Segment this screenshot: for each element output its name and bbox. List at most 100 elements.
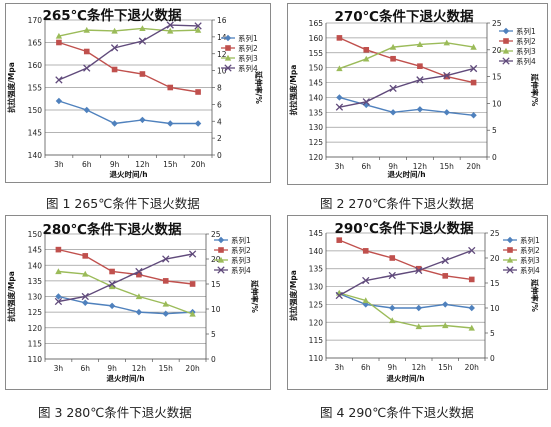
data-point xyxy=(194,26,202,33)
marker-stroke xyxy=(135,267,143,276)
y-right-axis-label: 延伸率/% xyxy=(530,278,540,312)
x-tick-label: 6h xyxy=(82,160,92,169)
data-point xyxy=(55,97,63,105)
data-point xyxy=(442,301,449,308)
data-point xyxy=(415,304,422,312)
figure-caption-4: 图 4 290℃条件下退火数据 xyxy=(320,405,474,420)
marker-stroke xyxy=(224,64,232,72)
chart-svg: 11011512012513013514014515005101520253h6… xyxy=(6,221,260,383)
y-left-tick-label: 125 xyxy=(309,138,324,147)
data-point xyxy=(416,41,424,48)
y-right-tick-label: 10 xyxy=(211,305,221,314)
y-left-tick-label: 145 xyxy=(28,129,43,138)
y-left-tick-label: 165 xyxy=(309,19,324,28)
marker-stroke xyxy=(54,297,63,306)
series-line xyxy=(58,100,199,125)
data-point xyxy=(470,112,477,119)
data-point xyxy=(362,98,370,106)
legend-label: 系列4 xyxy=(238,63,258,73)
legend-marker xyxy=(225,45,231,51)
x-axis-label: 退火时间/h xyxy=(106,373,144,383)
y-right-tick-label: 20 xyxy=(490,254,500,263)
y-left-tick-label: 165 xyxy=(28,39,43,48)
legend-marker xyxy=(217,256,225,263)
x-axis-label: 退火时间/h xyxy=(386,373,424,383)
series-line xyxy=(338,249,472,297)
data-point xyxy=(362,248,369,254)
x-tick-label: 15h xyxy=(163,160,178,169)
x-tick-label: 20h xyxy=(191,160,206,169)
y-left-axis-label: 抗拉强度/Mpa xyxy=(288,270,298,321)
data-point xyxy=(111,66,118,73)
data-point xyxy=(468,246,476,255)
figure-caption-3: 图 3 280℃条件下退火数据 xyxy=(38,405,192,420)
y-left-tick-label: 160 xyxy=(28,61,43,70)
data-point xyxy=(336,65,343,72)
data-point xyxy=(388,271,396,280)
x-tick-label: 6h xyxy=(80,364,90,373)
data-point xyxy=(470,43,477,50)
series-line xyxy=(58,270,193,315)
y-left-tick-label: 145 xyxy=(28,246,43,255)
y-right-tick-label: 25 xyxy=(211,230,221,239)
y-right-tick-label: 5 xyxy=(492,126,497,135)
legend-label: 系列1 xyxy=(231,235,251,245)
marker-stroke xyxy=(108,280,116,288)
data-point xyxy=(138,37,147,45)
series-line xyxy=(339,67,474,108)
data-point xyxy=(362,297,369,304)
series-line xyxy=(339,42,474,70)
series-line xyxy=(339,292,472,329)
y-right-tick-label: 25 xyxy=(490,229,500,238)
data-point xyxy=(443,39,450,46)
y-left-tick-label: 135 xyxy=(309,108,324,117)
data-point xyxy=(162,310,169,317)
y-left-tick-label: 140 xyxy=(309,247,324,256)
y-right-tick-label: 8 xyxy=(217,84,222,93)
data-point xyxy=(194,22,202,30)
y-left-tick-label: 110 xyxy=(309,354,324,363)
y-right-axis-label: 延伸率/% xyxy=(530,73,540,107)
marker-stroke xyxy=(166,21,174,29)
data-point xyxy=(55,32,63,39)
marker-stroke xyxy=(389,84,397,93)
y-right-tick-label: 5 xyxy=(490,329,495,338)
data-point xyxy=(136,271,142,278)
data-point xyxy=(81,292,89,301)
data-point xyxy=(416,106,424,113)
data-point xyxy=(111,27,118,34)
data-point xyxy=(55,76,63,84)
data-point xyxy=(336,237,343,243)
legend-label: 系列4 xyxy=(520,265,540,275)
data-point xyxy=(362,276,370,285)
y-right-tick-label: 16 xyxy=(217,16,227,25)
marker-stroke xyxy=(81,292,89,301)
data-point xyxy=(82,299,89,306)
data-point xyxy=(54,297,63,306)
chart-frame: 120 125 130 135 140 145 150 155 160 165 0 5 10 15 20 25… xyxy=(287,3,548,185)
legend-marker xyxy=(224,54,232,61)
y-right-tick-label: 0 xyxy=(492,153,497,162)
y-left-tick-label: 130 xyxy=(28,293,43,302)
data-point xyxy=(443,71,451,80)
legend-marker xyxy=(507,247,513,253)
y-right-tick-label: 2 xyxy=(217,134,222,143)
marker-stroke xyxy=(415,266,423,275)
y-left-tick-label: 135 xyxy=(309,265,324,274)
data-point xyxy=(162,300,169,307)
marker-stroke xyxy=(335,291,343,300)
data-point xyxy=(390,55,396,62)
y-right-tick-label: 0 xyxy=(211,355,216,364)
data-point xyxy=(166,21,174,29)
series-line xyxy=(339,37,474,84)
marker-stroke xyxy=(443,71,451,80)
x-tick-label: 6h xyxy=(361,162,371,171)
y-right-tick-label: 0 xyxy=(490,354,495,363)
legend-marker xyxy=(218,247,224,253)
chart-title: 280℃条件下退火数据 xyxy=(42,221,182,238)
data-point xyxy=(189,281,196,287)
y-right-tick-label: 20 xyxy=(492,46,502,55)
series-line xyxy=(339,96,474,117)
data-point xyxy=(389,109,397,116)
marker-stroke xyxy=(188,250,197,258)
